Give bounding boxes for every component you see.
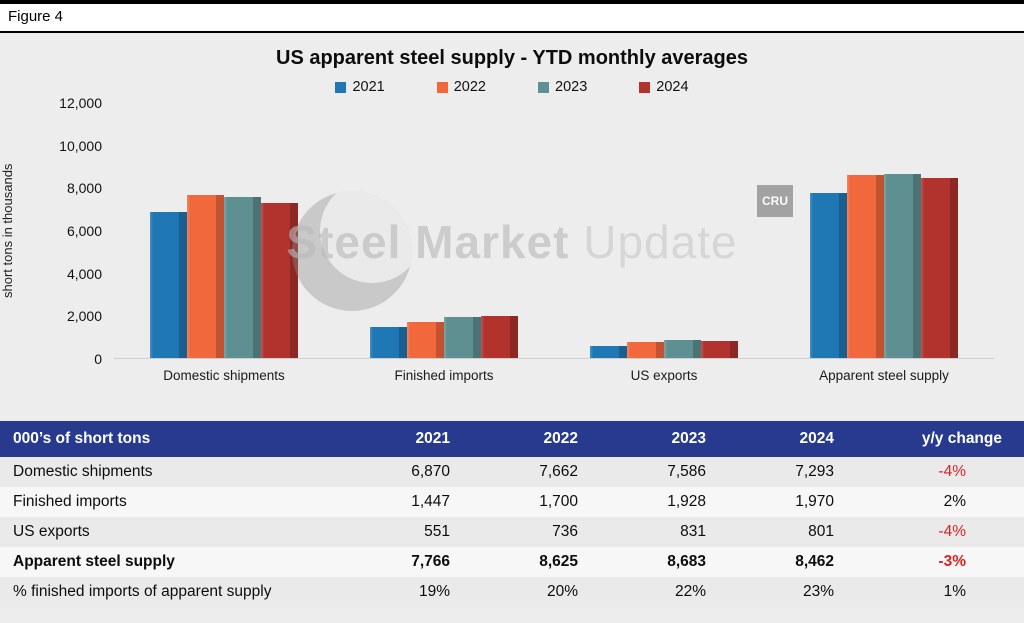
y-tick-label: 12,000	[59, 95, 102, 111]
table-row-pct-finished-imports: % finished imports of apparent supply 19…	[0, 577, 1024, 607]
y-tick-label: 2,000	[66, 308, 102, 325]
legend-swatch-icon	[639, 81, 651, 93]
table-header-yoy: y/y change	[868, 421, 1024, 457]
bar-2021	[590, 346, 627, 358]
table-cell: 1,928	[667, 493, 706, 510]
yoy-cell: -4%	[938, 463, 966, 480]
table-cell: 831	[680, 523, 706, 540]
table-cell: 6,870	[411, 463, 450, 480]
x-axis-labels: Domestic shipments Finished imports US exp…	[114, 359, 994, 389]
table-cell: 7,293	[795, 463, 834, 480]
y-tick-label: 0	[94, 351, 102, 367]
chart-title: US apparent steel supply - YTD monthly a…	[276, 47, 748, 69]
table-header-2021: 2021	[356, 421, 484, 457]
category-label: Finished imports	[394, 368, 494, 383]
bar-2022	[407, 321, 444, 358]
legend-swatch-icon	[335, 81, 347, 93]
bar-group-0	[114, 103, 334, 358]
table-row-us-exports: US exports 551 736 831 801 -4%	[0, 517, 1024, 547]
table-header-units: 000’s of short tons	[0, 421, 356, 457]
legend-item-2023: 2023	[538, 79, 587, 95]
y-axis-title: short tons in thousands	[0, 163, 15, 299]
legend-item-2021: 2021	[335, 79, 385, 95]
table-row-apparent-steel-supply: Apparent steel supply 7,766 8,625 8,683 …	[0, 547, 1024, 577]
table-header-2023: 2023	[612, 421, 740, 457]
bar-2022	[847, 174, 884, 358]
data-table: 000’s of short tons 2021 2022 2023 2024 …	[0, 421, 1024, 607]
row-label: % finished imports of apparent supply	[13, 583, 272, 600]
table-cell: 7,766	[411, 553, 450, 570]
table-cell: 8,683	[667, 553, 706, 570]
table-cell: 19%	[418, 583, 450, 600]
table-row-finished-imports: Finished imports 1,447 1,700 1,928 1,970…	[0, 487, 1024, 517]
table-row-domestic-shipments: Domestic shipments 6,870 7,662 7,586 7,2…	[0, 457, 1024, 487]
legend-label: 2021	[352, 79, 385, 95]
legend-swatch-icon	[538, 81, 549, 93]
bar-2021	[810, 192, 847, 358]
bar-2024	[261, 203, 298, 358]
legend-item-2022: 2022	[436, 79, 486, 95]
table-cell: 801	[808, 523, 834, 540]
bar-group-1	[334, 103, 554, 358]
bar-group-2	[554, 103, 774, 358]
row-label: Finished imports	[13, 493, 127, 510]
figure-label: Figure 4	[8, 8, 64, 25]
bar-2024	[701, 340, 738, 358]
bar-2021	[370, 327, 407, 358]
chart-legend: 2021 2022 2023 2024	[0, 79, 1024, 95]
table-cell: 8,462	[795, 553, 834, 570]
row-label: US exports	[13, 523, 90, 540]
legend-label: 2024	[656, 79, 689, 95]
table-cell: 1,970	[795, 493, 834, 510]
category-label: Apparent steel supply	[819, 368, 949, 383]
bar-2022	[187, 195, 224, 358]
table-cell: 7,586	[667, 463, 706, 480]
legend-swatch-icon	[436, 81, 448, 93]
table-cell: 551	[424, 523, 450, 540]
row-label: Domestic shipments	[13, 463, 153, 480]
bar-group-3	[774, 103, 994, 358]
yoy-cell: -4%	[938, 523, 966, 540]
table-header-2022: 2022	[484, 421, 612, 457]
bar-2022	[627, 342, 664, 358]
table-cell: 8,625	[539, 553, 578, 570]
legend-label: 2023	[555, 79, 588, 95]
category-label: US exports	[630, 368, 698, 383]
bar-2024	[921, 178, 958, 358]
table-cell: 23%	[802, 583, 834, 600]
bar-2024	[481, 316, 518, 358]
table-cell: 1,700	[539, 493, 578, 510]
chart-section: US apparent steel supply - YTD monthly a…	[0, 33, 1024, 421]
table-cell: 7,662	[539, 463, 578, 480]
y-axis-ticks: 12,000 10,000 8,000 6,000 4,000 2,000 0	[34, 95, 114, 367]
legend-item-2024: 2024	[639, 79, 689, 95]
legend-label: 2022	[453, 79, 486, 95]
bar-2023	[884, 173, 921, 358]
plot-area	[114, 103, 994, 359]
bar-2021	[150, 212, 187, 358]
yoy-cell: 1%	[943, 583, 966, 600]
y-tick-label: 4,000	[66, 265, 102, 282]
y-tick-label: 8,000	[66, 180, 102, 197]
category-label: Domestic shipments	[163, 368, 285, 383]
bar-2023	[224, 196, 261, 358]
table-cell: 736	[552, 523, 578, 540]
table-cell: 1,447	[411, 493, 450, 510]
table-cell: 20%	[546, 583, 578, 600]
table-header-row: 000’s of short tons 2021 2022 2023 2024 …	[0, 421, 1024, 457]
y-tick-label: 6,000	[66, 223, 102, 239]
bar-2023	[444, 317, 481, 358]
figure-header: Figure 4	[0, 0, 1024, 33]
bar-2023	[664, 340, 701, 358]
y-tick-label: 10,000	[59, 137, 102, 154]
yoy-cell: 2%	[943, 493, 966, 510]
table-cell: 22%	[674, 583, 706, 600]
chart-grid: short tons in thousands 12,000 10,000 8,00…	[0, 95, 1024, 389]
table-header-2024: 2024	[740, 421, 868, 457]
yoy-cell: -3%	[938, 553, 966, 570]
row-label: Apparent steel supply	[13, 553, 175, 570]
